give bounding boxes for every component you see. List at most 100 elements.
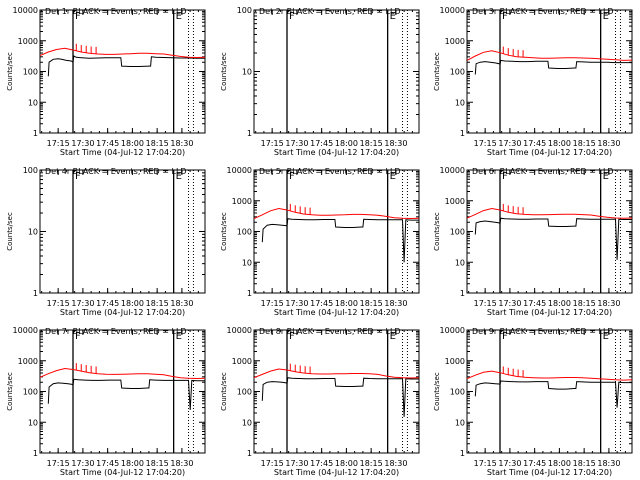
flag-letter: F	[75, 331, 81, 342]
x-tick-label: 18:15	[573, 139, 596, 148]
y-tick-label: 10	[242, 418, 252, 427]
x-axis-label: Start Time (04-Jul-12 17:04:20)	[487, 308, 612, 317]
y-tick-label: 10000	[440, 6, 465, 15]
plot-frame	[253, 169, 420, 294]
plot-frame	[39, 169, 206, 294]
x-tick-label: 17:45	[523, 139, 546, 148]
detector-plot-6: Det 6r BLACK = Events, RED = LLD11010010…	[433, 166, 633, 317]
detector-plot-8: Det 8r BLACK = Events, RED = LLD11010010…	[220, 326, 420, 477]
plot-frame	[253, 9, 420, 134]
x-tick-label: 18:30	[597, 139, 620, 148]
y-axis-label: Counts/sec	[433, 372, 441, 411]
x-tick-label: 18:30	[170, 139, 193, 148]
x-tick-label: 18:15	[573, 299, 596, 308]
plot-frame	[39, 9, 206, 134]
x-tick-label: 17:30	[71, 299, 94, 308]
flag-letter: E	[390, 171, 396, 182]
plot-frame	[466, 9, 633, 134]
x-tick-label: 17:15	[261, 139, 284, 148]
y-tick-label: 1	[460, 449, 465, 458]
x-tick-label: 17:30	[498, 299, 521, 308]
series-line-lld	[466, 50, 633, 61]
y-tick-label: 1000	[232, 357, 252, 366]
x-axis-label: Start Time (04-Jul-12 17:04:20)	[60, 468, 185, 477]
y-tick-label: 10000	[227, 166, 252, 175]
series-line-events	[261, 377, 419, 417]
x-tick-label: 17:30	[71, 139, 94, 148]
y-tick-label: 10000	[13, 326, 38, 335]
x-axis-label: Start Time (04-Jul-12 17:04:20)	[274, 148, 399, 157]
series-line-lld	[466, 207, 633, 219]
x-tick-label: 18:15	[573, 459, 596, 468]
x-tick-label: 18:30	[597, 459, 620, 468]
detector-plot-9: Det 9r BLACK = Events, RED = LLD11010010…	[433, 326, 633, 477]
y-tick-label: 100	[450, 68, 465, 77]
x-tick-label: 17:45	[310, 139, 333, 148]
x-tick-label: 18:15	[146, 299, 169, 308]
flag-letter: E	[176, 11, 182, 22]
series-line-events	[261, 218, 419, 263]
x-tick-label: 17:30	[498, 139, 521, 148]
x-tick-label: 17:15	[47, 459, 70, 468]
y-tick-label: 1	[247, 449, 252, 458]
x-tick-label: 17:45	[96, 299, 119, 308]
detector-plot-5: Det 5r BLACK = Events, RED = LLD11010010…	[220, 166, 420, 317]
y-axis-label: Counts/sec	[6, 372, 14, 411]
series-line-events	[474, 380, 632, 408]
y-tick-label: 1	[33, 449, 38, 458]
y-tick-label: 10	[455, 258, 465, 267]
y-tick-label: 100	[237, 228, 252, 237]
y-tick-label: 10000	[227, 326, 252, 335]
x-tick-label: 18:00	[548, 459, 571, 468]
y-tick-label: 1	[460, 289, 465, 298]
y-tick-label: 1	[247, 129, 252, 138]
y-tick-label: 10000	[440, 326, 465, 335]
y-tick-label: 1000	[445, 37, 465, 46]
y-tick-label: 10	[28, 228, 38, 237]
y-tick-label: 1000	[445, 197, 465, 206]
x-tick-label: 17:15	[47, 139, 70, 148]
x-tick-label: 18:00	[335, 139, 358, 148]
y-tick-label: 1	[33, 289, 38, 298]
x-tick-label: 17:15	[474, 299, 497, 308]
plot-frame	[466, 329, 633, 454]
x-axis-label: Start Time (04-Jul-12 17:04:20)	[60, 148, 185, 157]
plot-frame	[39, 329, 206, 454]
x-tick-label: 17:30	[498, 459, 521, 468]
y-axis-label: Counts/sec	[220, 52, 228, 91]
y-tick-label: 1	[460, 129, 465, 138]
x-tick-label: 18:30	[597, 299, 620, 308]
y-tick-label: 100	[23, 68, 38, 77]
x-tick-label: 18:00	[121, 299, 144, 308]
detector-plot-4: Det 4r BLACK = Events, RED = LLD11010017…	[6, 166, 206, 317]
flag-letter: F	[289, 331, 295, 342]
y-tick-label: 10000	[13, 6, 38, 15]
y-axis-label: Counts/sec	[433, 52, 441, 91]
flag-letter: E	[603, 171, 609, 182]
x-tick-label: 18:15	[146, 459, 169, 468]
detector-plot-2: Det 2r BLACK = Events, RED = LLD11010017…	[220, 6, 420, 157]
flag-letter: E	[390, 331, 396, 342]
flag-letter: F	[289, 11, 295, 22]
x-tick-label: 17:30	[285, 139, 308, 148]
detector-plot-3: Det 3r BLACK = Events, RED = LLD11010010…	[433, 6, 633, 157]
x-tick-label: 17:45	[310, 299, 333, 308]
x-tick-label: 17:15	[47, 299, 70, 308]
flag-letter: E	[176, 171, 182, 182]
detector-plot-7: Det 7r BLACK = Events, RED = LLD11010010…	[6, 326, 206, 477]
y-axis-label: Counts/sec	[6, 212, 14, 251]
y-tick-label: 100	[450, 388, 465, 397]
x-tick-label: 18:00	[548, 299, 571, 308]
x-tick-label: 18:30	[170, 459, 193, 468]
series-line-lld	[39, 367, 206, 380]
flag-letter: F	[75, 171, 81, 182]
y-tick-label: 1000	[18, 357, 38, 366]
x-tick-label: 18:00	[548, 139, 571, 148]
x-axis-label: Start Time (04-Jul-12 17:04:20)	[487, 148, 612, 157]
series-line-lld	[253, 368, 420, 379]
y-axis-label: Counts/sec	[433, 212, 441, 251]
y-tick-label: 100	[237, 6, 252, 15]
x-tick-label: 18:30	[170, 299, 193, 308]
x-tick-label: 17:15	[474, 459, 497, 468]
series-line-lld	[253, 207, 420, 220]
